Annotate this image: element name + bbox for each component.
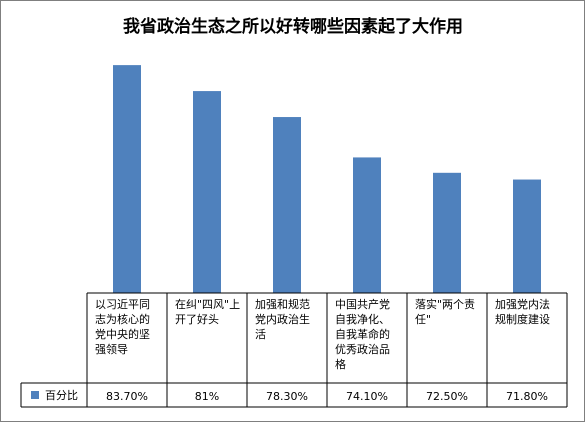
data-table: 以习近平同志为核心的党中央的坚强领导在纠"四风"上开了好头加强和规范党内政治生活…	[20, 292, 568, 408]
value-label-6: 71.80%	[506, 390, 548, 403]
category-label-line: 志为核心的	[95, 312, 150, 326]
bars-group	[113, 65, 541, 294]
category-label-line: 自我革命的	[335, 327, 390, 341]
category-label-6: 加强党内法规制度建设	[495, 297, 550, 326]
category-label-line: 优秀政治品	[335, 342, 390, 356]
bar-4	[353, 157, 381, 293]
category-label-5: 落实"两个责任"	[415, 297, 475, 326]
value-label-1: 83.70%	[106, 390, 148, 403]
bar-6	[513, 179, 541, 293]
category-label-line: 加强和规范	[255, 297, 310, 311]
bar-1	[113, 65, 141, 293]
value-label-5: 72.50%	[426, 390, 468, 403]
category-label-3: 加强和规范党内政治生活	[255, 297, 310, 341]
category-label-2: 在纠"四风"上开了好头	[175, 298, 240, 326]
category-label-line: 落实"两个责	[415, 297, 475, 311]
category-label-line: 党中央的坚	[95, 327, 150, 341]
category-label-line: 强领导	[95, 343, 128, 356]
value-label-3: 78.30%	[266, 390, 308, 403]
category-label-line: 中国共产党	[335, 297, 390, 311]
category-label-line: 规制度建设	[495, 312, 550, 326]
category-label-line: 任"	[415, 313, 431, 326]
category-label-4: 中国共产党自我净化、自我革命的优秀政治品格	[335, 297, 390, 371]
category-label-line: 党内政治生	[255, 312, 310, 326]
value-label-4: 74.10%	[346, 390, 388, 403]
category-label-line: 以习近平同	[95, 298, 150, 311]
legend-swatch	[31, 391, 39, 399]
legend-label: 百分比	[45, 389, 78, 402]
bar-2	[193, 91, 221, 293]
category-label-line: 活	[255, 328, 266, 341]
category-label-line: 在纠"四风"上	[175, 298, 240, 311]
category-label-line: 开了好头	[175, 312, 219, 326]
category-label-line: 自我净化、	[335, 312, 390, 326]
category-label-1: 以习近平同志为核心的党中央的坚强领导	[95, 298, 150, 356]
bar-5	[433, 172, 461, 293]
category-label-line: 加强党内法	[495, 297, 550, 311]
bar-3	[273, 117, 301, 294]
chart-title: 我省政治生态之所以好转哪些因素起了大作用	[123, 16, 463, 37]
value-label-2: 81%	[195, 390, 219, 403]
category-label-line: 格	[335, 357, 346, 371]
